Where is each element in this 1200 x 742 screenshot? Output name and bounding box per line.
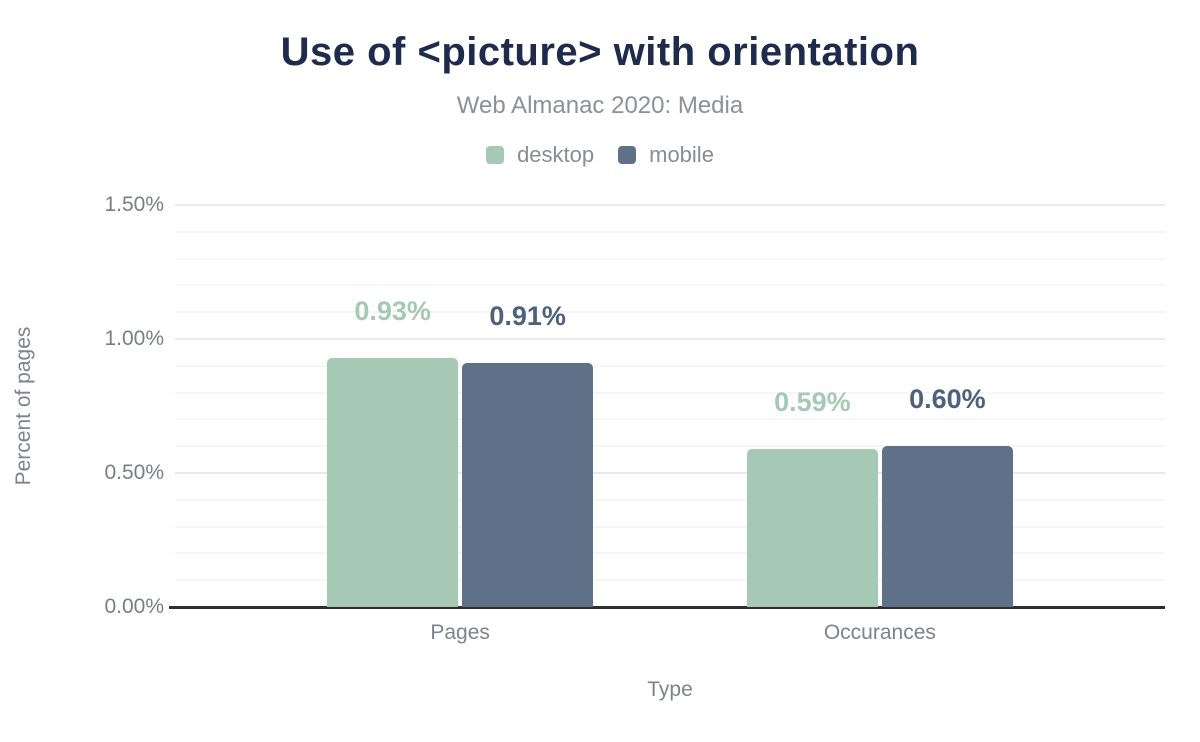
x-axis-line [169,606,1165,609]
legend-item-mobile[interactable]: mobile [618,142,714,168]
legend-label-desktop: desktop [517,142,595,167]
minor-gridline [175,257,1165,260]
minor-gridline [175,364,1165,367]
legend: desktop mobile [0,142,1200,168]
major-gridline [175,338,1165,340]
minor-gridline [175,311,1165,314]
minor-gridline [175,552,1165,555]
y-tick-label: 1.00% [104,327,164,350]
legend-label-mobile: mobile [649,142,714,167]
major-gridline [175,204,1165,206]
y-axis-title: Percent of pages [12,326,35,486]
value-label-mobile-pages: 0.91% [489,301,566,332]
minor-gridline [175,579,1165,582]
legend-swatch-desktop [486,146,505,164]
minor-gridline [175,498,1165,501]
minor-gridline [175,230,1165,233]
y-tick-label: 1.50% [104,193,164,216]
plot-area: 0.00% 0.50% 1.00% 1.50% 0.93% 0.91% Pages 0.59%… [104,193,1165,644]
minor-gridline [175,525,1165,528]
value-label-desktop-occurances: 0.59% [774,386,851,417]
x-axis-title: Type [647,678,693,701]
minor-gridline [175,418,1165,421]
category-label-pages: Pages [430,621,490,644]
y-tick-label: 0.50% [104,461,164,484]
bar-mobile-pages [462,363,594,607]
minor-gridline [175,391,1165,394]
bar-desktop-occurances [746,448,878,607]
minor-gridline [175,445,1165,448]
bar-mobile-occurances [881,446,1013,607]
value-label-desktop-pages: 0.93% [354,295,431,326]
chart-title: Use of <picture> with orientation [280,30,920,74]
y-tick-label: 0.00% [104,595,164,618]
value-label-mobile-occurances: 0.60% [909,384,986,415]
chart-subtitle: Web Almanac 2020: Media [456,92,744,119]
bar-desktop-pages [327,357,459,607]
legend-swatch-mobile [618,146,637,164]
category-label-occurances: Occurances [823,621,936,644]
legend-item-desktop[interactable]: desktop [486,142,594,168]
major-gridline [175,472,1165,474]
minor-gridline [175,284,1165,287]
